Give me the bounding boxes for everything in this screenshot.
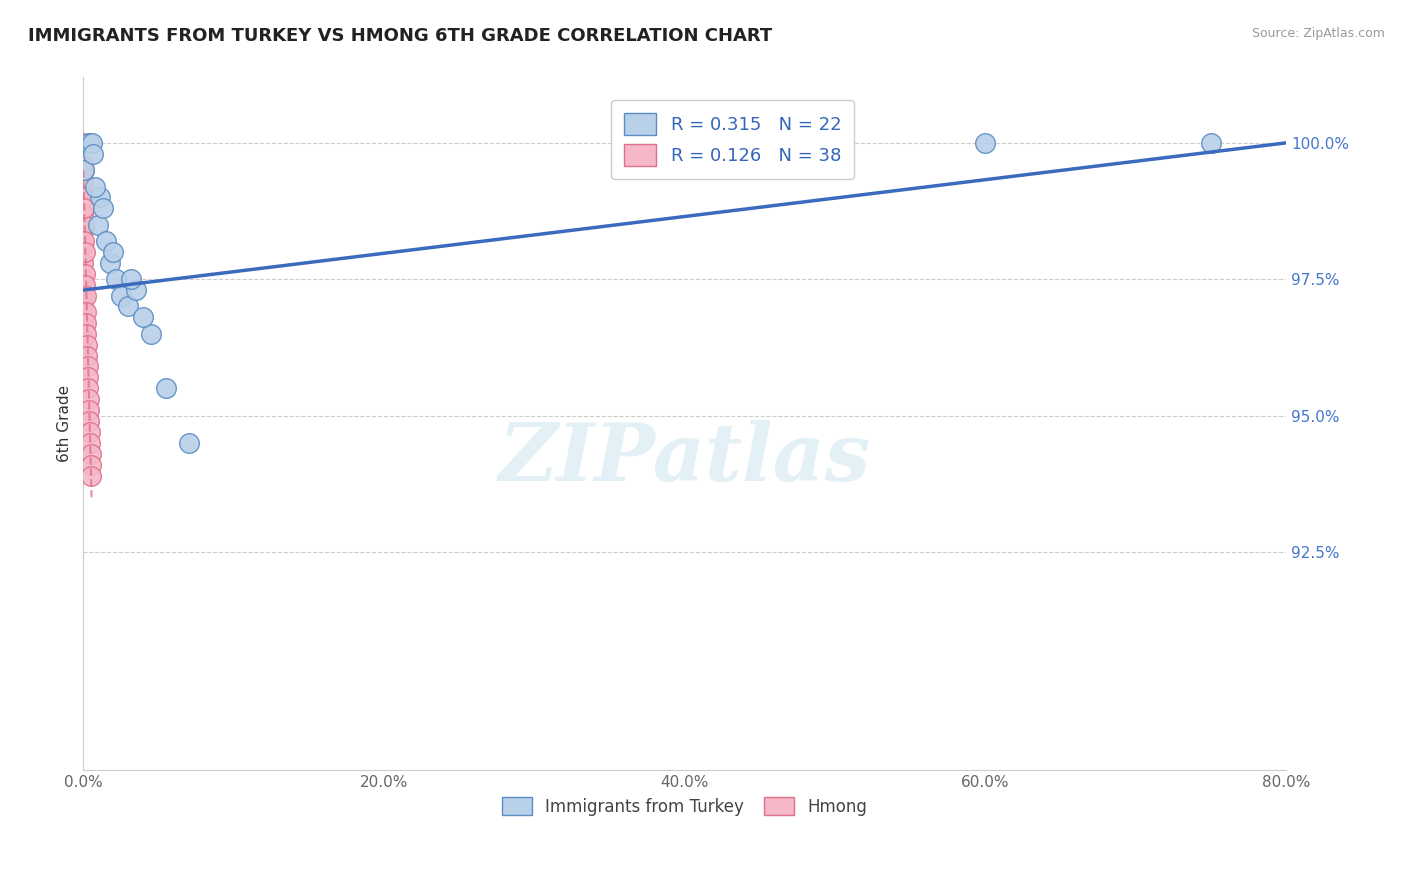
Point bbox=[84, 179, 107, 194]
Text: IMMIGRANTS FROM TURKEY VS HMONG 6TH GRADE CORRELATION CHART: IMMIGRANTS FROM TURKEY VS HMONG 6TH GRAD… bbox=[28, 27, 772, 45]
Point bbox=[75, 316, 97, 330]
Point bbox=[72, 174, 94, 188]
Point bbox=[72, 332, 94, 346]
Point bbox=[87, 218, 110, 232]
Point bbox=[72, 300, 94, 314]
Point bbox=[79, 414, 101, 428]
Point bbox=[73, 267, 96, 281]
Point bbox=[76, 349, 98, 363]
Point bbox=[72, 256, 94, 270]
Point bbox=[76, 337, 98, 351]
Point bbox=[77, 403, 100, 417]
Point bbox=[974, 136, 997, 150]
Point bbox=[72, 239, 94, 253]
Point bbox=[72, 272, 94, 286]
Point bbox=[120, 272, 142, 286]
Point bbox=[79, 136, 101, 150]
Point bbox=[132, 310, 155, 325]
Text: ZIPatlas: ZIPatlas bbox=[499, 419, 870, 497]
Point bbox=[177, 435, 200, 450]
Point bbox=[76, 370, 98, 384]
Point bbox=[75, 305, 97, 319]
Point bbox=[73, 244, 96, 259]
Point bbox=[73, 190, 96, 204]
Point bbox=[80, 458, 103, 472]
Point bbox=[75, 277, 97, 292]
Point bbox=[80, 136, 103, 150]
Point bbox=[73, 163, 96, 178]
Point bbox=[117, 300, 139, 314]
Point bbox=[110, 288, 132, 302]
Y-axis label: 6th Grade: 6th Grade bbox=[58, 385, 72, 462]
Point bbox=[73, 202, 96, 216]
Point bbox=[72, 158, 94, 172]
Point bbox=[73, 218, 96, 232]
Point bbox=[94, 234, 117, 248]
Point bbox=[79, 435, 101, 450]
Point bbox=[72, 288, 94, 302]
Point bbox=[1199, 136, 1222, 150]
Point bbox=[91, 202, 114, 216]
Point bbox=[72, 316, 94, 330]
Point bbox=[82, 146, 104, 161]
Point bbox=[75, 326, 97, 341]
Point bbox=[98, 256, 121, 270]
Point bbox=[72, 190, 94, 204]
Point bbox=[125, 283, 148, 297]
Legend: Immigrants from Turkey, Hmong: Immigrants from Turkey, Hmong bbox=[494, 789, 876, 824]
Point bbox=[139, 326, 162, 341]
Point bbox=[80, 468, 103, 483]
Point bbox=[75, 288, 97, 302]
Point bbox=[72, 136, 94, 150]
Point bbox=[79, 425, 101, 439]
Point bbox=[72, 207, 94, 221]
Point bbox=[105, 272, 128, 286]
Point bbox=[73, 234, 96, 248]
Point bbox=[76, 359, 98, 374]
Point bbox=[89, 190, 111, 204]
Point bbox=[77, 381, 100, 395]
Point bbox=[73, 163, 96, 178]
Text: Source: ZipAtlas.com: Source: ZipAtlas.com bbox=[1251, 27, 1385, 40]
Point bbox=[79, 447, 101, 461]
Point bbox=[155, 381, 177, 395]
Point bbox=[77, 392, 100, 407]
Point bbox=[72, 223, 94, 237]
Point bbox=[103, 244, 125, 259]
